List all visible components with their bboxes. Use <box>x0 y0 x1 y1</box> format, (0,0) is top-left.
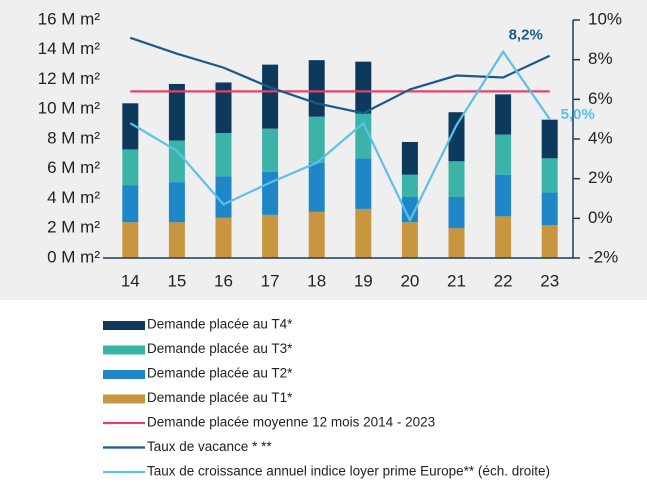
bar-segment <box>448 161 465 198</box>
bar-segment <box>122 222 139 258</box>
bar-segment <box>122 185 139 223</box>
bar-segment <box>495 216 512 258</box>
x-tick-label: 21 <box>447 271 466 290</box>
x-tick-label: 20 <box>400 271 419 290</box>
bar-segment <box>355 61 372 114</box>
legend-label: Taux de vacance * ** <box>147 439 272 454</box>
bar-segment <box>308 211 325 258</box>
bar-segment <box>122 103 139 150</box>
y-tick-label: 14 M m² <box>38 39 101 58</box>
bar-segment <box>401 141 418 175</box>
bar-segment <box>401 222 418 258</box>
x-tick-label: 14 <box>121 271 140 290</box>
legend-label: Demande placée au T1* <box>147 390 293 405</box>
y2-tick-label: -2% <box>588 247 618 266</box>
bar-segment <box>495 94 512 135</box>
y2-tick-label: 0% <box>588 208 613 227</box>
value-label: 5,0% <box>561 106 595 123</box>
bar-segment <box>355 113 372 159</box>
legend-label: Demande placée au T4* <box>147 317 293 332</box>
bar-segment <box>541 225 558 258</box>
bar-segment <box>215 176 232 218</box>
legend-label: Demande placée au T3* <box>147 341 293 356</box>
line-series <box>129 36 551 115</box>
bar-segment <box>355 208 372 258</box>
bar-segment <box>308 162 325 212</box>
legend-swatch <box>103 345 145 355</box>
bar-segment <box>308 60 325 117</box>
bar-segment <box>262 171 279 215</box>
y2-tick-label: 6% <box>588 89 613 108</box>
bar-segment <box>495 174 512 217</box>
legend-background <box>15 300 647 484</box>
y-tick-label: 12 M m² <box>38 69 101 88</box>
bar-segment <box>168 140 185 183</box>
bar-segment <box>401 197 418 223</box>
y2-tick-label: 10% <box>588 9 622 28</box>
x-tick-label: 17 <box>261 271 280 290</box>
y-tick-label: 0 M m² <box>47 247 100 266</box>
legend-swatch <box>103 394 145 404</box>
x-tick-label: 15 <box>167 271 186 290</box>
x-tick-label: 19 <box>354 271 373 290</box>
legend-swatch <box>103 321 145 330</box>
bar-segment <box>122 149 139 186</box>
bar-segment <box>541 158 558 193</box>
bar-segment <box>215 133 232 177</box>
y2-tick-label: 4% <box>588 128 613 147</box>
legend-label: Demande placée moyenne 12 mois 2014 - 20… <box>147 415 435 430</box>
bar-segment <box>215 217 232 258</box>
y-tick-label: 8 M m² <box>47 128 100 147</box>
bar-segment <box>448 197 465 229</box>
x-tick-label: 16 <box>214 271 233 290</box>
bar-segment <box>215 82 232 134</box>
y-tick-label: 4 M m² <box>47 188 100 207</box>
legend-swatch <box>103 370 145 379</box>
bar-segment <box>355 158 372 209</box>
bar-segment <box>401 174 418 198</box>
line-series <box>129 49 551 223</box>
y2-tick-label: 8% <box>588 49 613 68</box>
bar-segment <box>168 182 185 223</box>
legend-label: Taux de croissance annuel indice loyer p… <box>147 464 550 479</box>
x-tick-label: 23 <box>540 271 559 290</box>
bar-segment <box>541 192 558 226</box>
bar-segment <box>168 83 185 141</box>
y-tick-label: 2 M m² <box>47 218 100 237</box>
bar-segment <box>262 64 279 129</box>
legend-label: Demande placée au T2* <box>147 366 293 381</box>
bar-segment <box>448 228 465 258</box>
bar-segment <box>541 119 558 159</box>
bar-segment <box>168 222 185 258</box>
bar-segment <box>448 112 465 162</box>
y2-tick-label: 2% <box>588 168 613 187</box>
y-tick-label: 16 M m² <box>38 9 101 28</box>
y-tick-label: 6 M m² <box>47 158 100 177</box>
bar-segment <box>308 116 325 163</box>
bar-segment <box>495 134 512 175</box>
bar-segment <box>262 214 279 258</box>
value-label: 8,2% <box>509 27 543 44</box>
x-tick-label: 22 <box>494 271 513 290</box>
x-tick-label: 18 <box>307 271 326 290</box>
y-tick-label: 10 M m² <box>38 99 101 118</box>
bar-segment <box>262 128 279 172</box>
